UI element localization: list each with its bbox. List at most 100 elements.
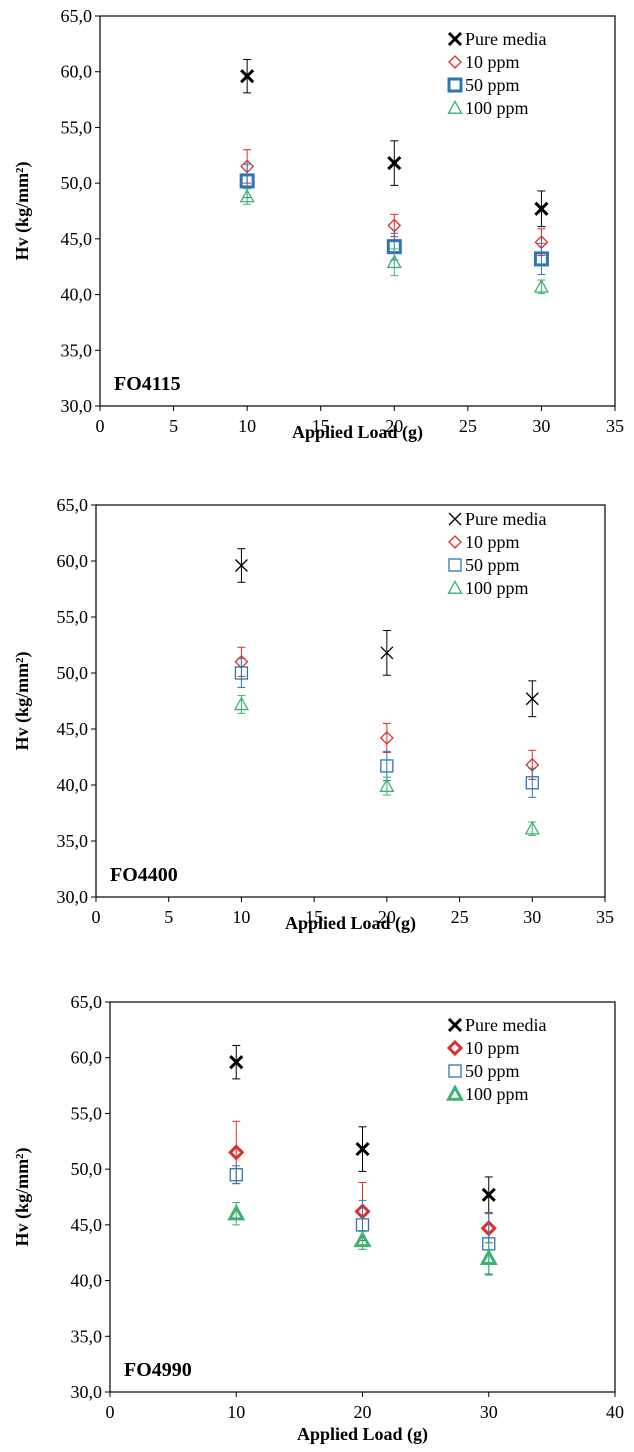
y-tick-label: 40,0 (71, 1271, 103, 1291)
series-triangle (239, 188, 550, 294)
marker-x-1 (387, 156, 402, 171)
marker-diamond-legend (446, 1039, 464, 1057)
legend-label: 10 ppm (465, 1038, 520, 1058)
x-tick-label: 5 (164, 907, 173, 927)
x-tick-label: 35 (606, 416, 624, 436)
marker-x-legend (447, 31, 463, 47)
marker-square-2 (525, 776, 539, 790)
marker-x-1 (380, 646, 394, 660)
x-tick-label: 25 (451, 907, 469, 927)
legend-label: 10 ppm (465, 532, 520, 552)
marker-triangle-legend (447, 580, 463, 594)
series-x (240, 58, 549, 228)
marker-x-2 (525, 692, 539, 706)
y-tick-label: 35,0 (57, 831, 89, 851)
y-tick-label: 65,0 (71, 992, 103, 1012)
marker-triangle-1 (379, 778, 395, 792)
marker-triangle-2 (533, 278, 550, 293)
marker-diamond-1 (379, 731, 394, 745)
y-tick-label: 45,0 (57, 719, 89, 739)
marker-square-legend (448, 1064, 462, 1078)
marker-x-legend (447, 1017, 463, 1033)
marker-triangle-1 (386, 254, 402, 269)
series-x (229, 1044, 496, 1214)
marker-triangle-legend (445, 1084, 465, 1101)
y-tick-label: 45,0 (71, 1215, 103, 1235)
x-tick-label: 0 (96, 416, 105, 436)
marker-square-0 (229, 1168, 243, 1182)
marker-x-1 (355, 1142, 370, 1157)
x-tick-label: 10 (238, 416, 256, 436)
panel-label: FO4990 (124, 1359, 192, 1381)
marker-x-0 (229, 1055, 244, 1070)
legend-label: 50 ppm (465, 75, 520, 95)
x-tick-label: 10 (232, 907, 250, 927)
marker-triangle-0 (227, 1204, 246, 1221)
legend-label: 100 ppm (465, 1084, 529, 1104)
x-tick-label: 20 (385, 416, 403, 436)
x-axis-label: Applied Load (g) (285, 913, 416, 934)
x-tick-label: 0 (106, 1402, 115, 1422)
y-tick-label: 55,0 (71, 1103, 103, 1123)
y-tick-label: 35,0 (61, 340, 93, 360)
marker-square-2 (533, 251, 549, 267)
plot-area-frame (99, 15, 616, 407)
legend-label: Pure media (465, 29, 546, 49)
marker-x-2 (534, 201, 549, 216)
y-tick-label: 45,0 (61, 229, 93, 249)
x-tick-label: 0 (92, 907, 101, 927)
legend: Pure media 10 ppm 50 ppm 100 ppm (447, 509, 546, 598)
y-tick-label: 30,0 (71, 1382, 103, 1402)
y-tick-label: 50,0 (61, 173, 93, 193)
marker-x-0 (234, 559, 248, 572)
chart-panel-1: 30,0 35,0 40,0 45,0 50,0 55,0 60,0 65,0 0 5 10 15 20… (12, 6, 624, 443)
y-tick-label: 65,0 (61, 6, 93, 26)
x-tick-label: 20 (354, 1402, 372, 1422)
marker-square-1 (355, 1218, 370, 1232)
y-tick-label: 50,0 (71, 1159, 103, 1179)
x-tick-label: 20 (378, 907, 396, 927)
y-tick-label: 55,0 (61, 117, 93, 137)
y-tick-label: 30,0 (57, 887, 89, 907)
marker-x-legend (448, 512, 462, 526)
legend-label: 100 ppm (465, 98, 529, 118)
marker-square-1 (380, 759, 394, 773)
x-axis-label: Applied Load (g) (297, 1424, 428, 1445)
y-tick-label: 35,0 (71, 1326, 103, 1346)
marker-triangle-1 (353, 1230, 372, 1248)
x-tick-label: 5 (169, 416, 178, 436)
x-tick-label: 30 (532, 416, 550, 436)
x-tick-label: 35 (596, 907, 614, 927)
plot-area-frame (95, 504, 606, 898)
y-tick-label: 30,0 (61, 396, 93, 416)
panel-label: FO4115 (114, 373, 181, 395)
series-triangle (233, 694, 540, 836)
x-tick-label: 30 (480, 1402, 498, 1422)
marker-triangle-0 (239, 188, 255, 203)
legend-label: 50 ppm (465, 1061, 520, 1081)
marker-square-0 (239, 173, 255, 189)
y-axis-label: Hv (kg/mm²) (12, 162, 33, 261)
y-axis-label: Hv (kg/mm²) (12, 1148, 33, 1247)
marker-square-legend (448, 558, 462, 572)
x-tick-label: 15 (312, 416, 330, 436)
x-tick-label: 30 (523, 907, 541, 927)
series-x (234, 548, 539, 718)
legend-label: Pure media (465, 1015, 546, 1035)
marker-triangle-0 (233, 696, 250, 711)
marker-x-0 (240, 69, 255, 84)
chart-panel-2: 30,0 35,0 40,0 45,0 50,0 55,0 60,0 65,0 0 5 10 15 20… (12, 495, 614, 934)
marker-diamond-1 (387, 218, 402, 233)
x-axis-label: Applied Load (g) (292, 422, 423, 443)
legend-label: 50 ppm (465, 555, 520, 575)
legend-label: 100 ppm (465, 578, 529, 598)
marker-diamond-legend (448, 535, 462, 549)
x-tick-label: 40 (606, 1402, 624, 1422)
y-tick-label: 40,0 (57, 775, 89, 795)
legend-label: Pure media (465, 509, 546, 529)
y-tick-label: 65,0 (57, 495, 89, 515)
chart-panel-3: 30,0 35,0 40,0 45,0 50,0 55,0 60,0 65,0 0 10 20 30 4… (12, 992, 624, 1445)
panel-label: FO4400 (110, 864, 178, 886)
